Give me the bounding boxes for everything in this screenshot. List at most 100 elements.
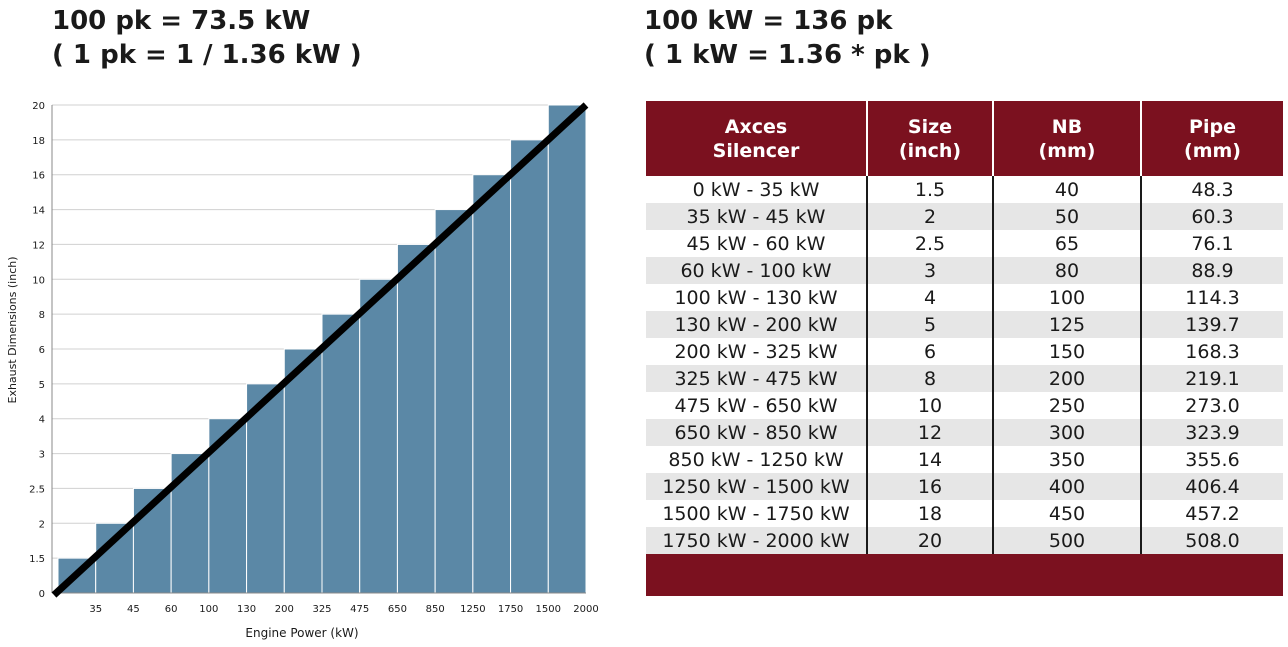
table-row: 35 kW - 45 kW 2 50 60.3 (646, 203, 1283, 230)
cell-power-range: 60 kW - 100 kW (646, 257, 867, 284)
cell-size: 16 (866, 473, 993, 500)
cell-nb: 500 (992, 527, 1141, 554)
cell-pipe: 48.3 (1140, 176, 1283, 203)
cell-pipe: 219.1 (1140, 365, 1283, 392)
cell-nb: 250 (992, 392, 1141, 419)
cell-size: 2.5 (866, 230, 993, 257)
table-row: 475 kW - 650 kW 10 250 273.0 (646, 392, 1283, 419)
table-body: 0 kW - 35 kW 1.5 40 48.3 35 kW - 45 kW 2 50 60… (646, 176, 1283, 596)
cell-size: 1.5 (866, 176, 993, 203)
chart-x-tick-label: 35 (89, 604, 102, 615)
chart-x-tick-label: 1250 (460, 604, 485, 615)
chart-bar (510, 139, 549, 594)
cell-power-range: 1500 kW - 1750 kW (662, 502, 850, 525)
cell-power-range: 475 kW - 650 kW (674, 394, 838, 417)
chart-bar (283, 348, 323, 594)
chart-bar (472, 174, 512, 594)
col-header-silencer-line2: Silencer (712, 139, 800, 162)
cell-pipe: 457.2 (1140, 500, 1283, 527)
left-heading-line1: 100 pk = 73.5 kW (52, 6, 311, 36)
cell-pipe: 76.1 (1140, 230, 1283, 257)
cell-size: 8 (866, 365, 993, 392)
chart-bar (547, 104, 587, 594)
chart-bar (434, 209, 474, 594)
chart-y-tick-label: 14 (32, 206, 45, 217)
chart-y-ticks: 0 1.5 2 2.5 3 4 5 6 8 10 12 14 16 18 20 (29, 101, 45, 600)
chart-x-tick-label: 45 (127, 604, 140, 615)
chart-x-tick-label: 1500 (536, 604, 561, 615)
chart-x-tick-label: 2000 (573, 604, 598, 615)
cell-power-range: 850 kW - 1250 kW (668, 448, 844, 471)
cell-pipe: 508.0 (1140, 527, 1283, 554)
table-row: 850 kW - 1250 kW 14 350 355.6 (646, 446, 1283, 473)
col-header-pipe-line1: Pipe (1189, 115, 1236, 138)
cell-power-range: 35 kW - 45 kW (646, 203, 867, 230)
chart-x-tick-label: 200 (275, 604, 294, 615)
chart-x-tick-label: 850 (426, 604, 445, 615)
cell-pipe: 406.4 (1140, 473, 1283, 500)
left-heading-line2: ( 1 pk = 1 / 1.36 kW ) (52, 40, 362, 70)
cell-size: 12 (866, 419, 993, 446)
col-header-silencer-line1: Axces (724, 115, 788, 138)
cell-nb: 40 (992, 176, 1141, 203)
chart-y-tick-label: 0 (39, 589, 45, 600)
chart-y-tick-label: 16 (32, 171, 45, 182)
cell-size: 18 (866, 500, 993, 527)
cell-nb: 400 (992, 473, 1141, 500)
chart-y-tick-label: 18 (32, 136, 45, 147)
chart-bar (95, 522, 134, 594)
cell-nb: 50 (992, 203, 1141, 230)
cell-power-range: 650 kW - 850 kW (646, 419, 867, 446)
chart-y-tick-label: 3 (39, 450, 45, 461)
chart-x-tick-label: 60 (165, 604, 178, 615)
col-header-size-line2: (inch) (898, 139, 962, 162)
col-header-size-line1: Size (907, 115, 953, 138)
cell-pipe: 355.6 (1140, 446, 1283, 473)
right-heading-line1: 100 kW = 136 pk (644, 6, 893, 36)
chart-y-tick-label: 1.5 (29, 554, 45, 565)
cell-nb: 100 (992, 284, 1141, 311)
cell-size: 10 (866, 392, 993, 419)
cell-nb: 200 (992, 365, 1141, 392)
cell-pipe: 139.7 (1140, 311, 1283, 338)
cell-power-range: 130 kW - 200 kW (646, 311, 867, 338)
chart-x-tick-label: 100 (199, 604, 218, 615)
cell-pipe: 273.0 (1140, 392, 1283, 419)
chart-x-tick-label: 650 (388, 604, 407, 615)
cell-size: 3 (866, 257, 993, 284)
cell-power-range: 45 kW - 60 kW (686, 232, 826, 255)
cell-nb: 125 (992, 311, 1141, 338)
table-row: 1500 kW - 1750 kW 18 450 457.2 (646, 500, 1283, 527)
chart-y-tick-label: 20 (32, 101, 45, 112)
col-header-silencer: Axces Silencer (646, 101, 867, 176)
chart-x-axis-title: Engine Power (kW) (245, 626, 358, 640)
cell-pipe: 323.9 (1140, 419, 1283, 446)
chart-y-tick-label: 10 (32, 275, 45, 286)
table-row: 1250 kW - 1500 kW 16 400 406.4 (646, 473, 1283, 500)
cell-size: 4 (866, 284, 993, 311)
chart-y-tick-label: 8 (39, 310, 45, 321)
cell-power-range: 0 kW - 35 kW (692, 178, 820, 201)
cell-size: 2 (866, 203, 993, 230)
table-row: 130 kW - 200 kW 5 125 139.7 (646, 311, 1283, 338)
cell-pipe: 60.3 (1140, 203, 1283, 230)
chart-y-axis-title: Exhaust Dimensions (inch) (6, 256, 19, 403)
chart-x-tick-label: 325 (312, 604, 331, 615)
cell-pipe: 88.9 (1140, 257, 1283, 284)
table-row: 100 kW - 130 kW 4 100 114.3 (646, 284, 1283, 311)
chart-x-tick-label: 130 (237, 604, 256, 615)
chart-bar (359, 278, 398, 594)
table-row: 60 kW - 100 kW 3 80 88.9 (646, 257, 1283, 284)
chart-x-tick-label: 475 (350, 604, 369, 615)
table-header-row: Axces Silencer Size (inch) NB (mm) Pipe … (646, 101, 1283, 176)
chart-y-tick-label: 6 (39, 345, 45, 356)
cell-nb: 300 (992, 419, 1141, 446)
table-footer-cell (646, 554, 1283, 596)
col-header-pipe: Pipe (mm) (1140, 101, 1283, 176)
col-header-nb-line2: (mm) (1038, 139, 1096, 162)
table-row: 200 kW - 325 kW 6 150 168.3 (646, 338, 1283, 365)
chart-x-ticks: 35 45 60 100 130 200 325 475 650 850 1250 1750 1500 2… (89, 604, 598, 615)
col-header-nb-line1: NB (1051, 115, 1083, 138)
cell-nb: 80 (992, 257, 1141, 284)
